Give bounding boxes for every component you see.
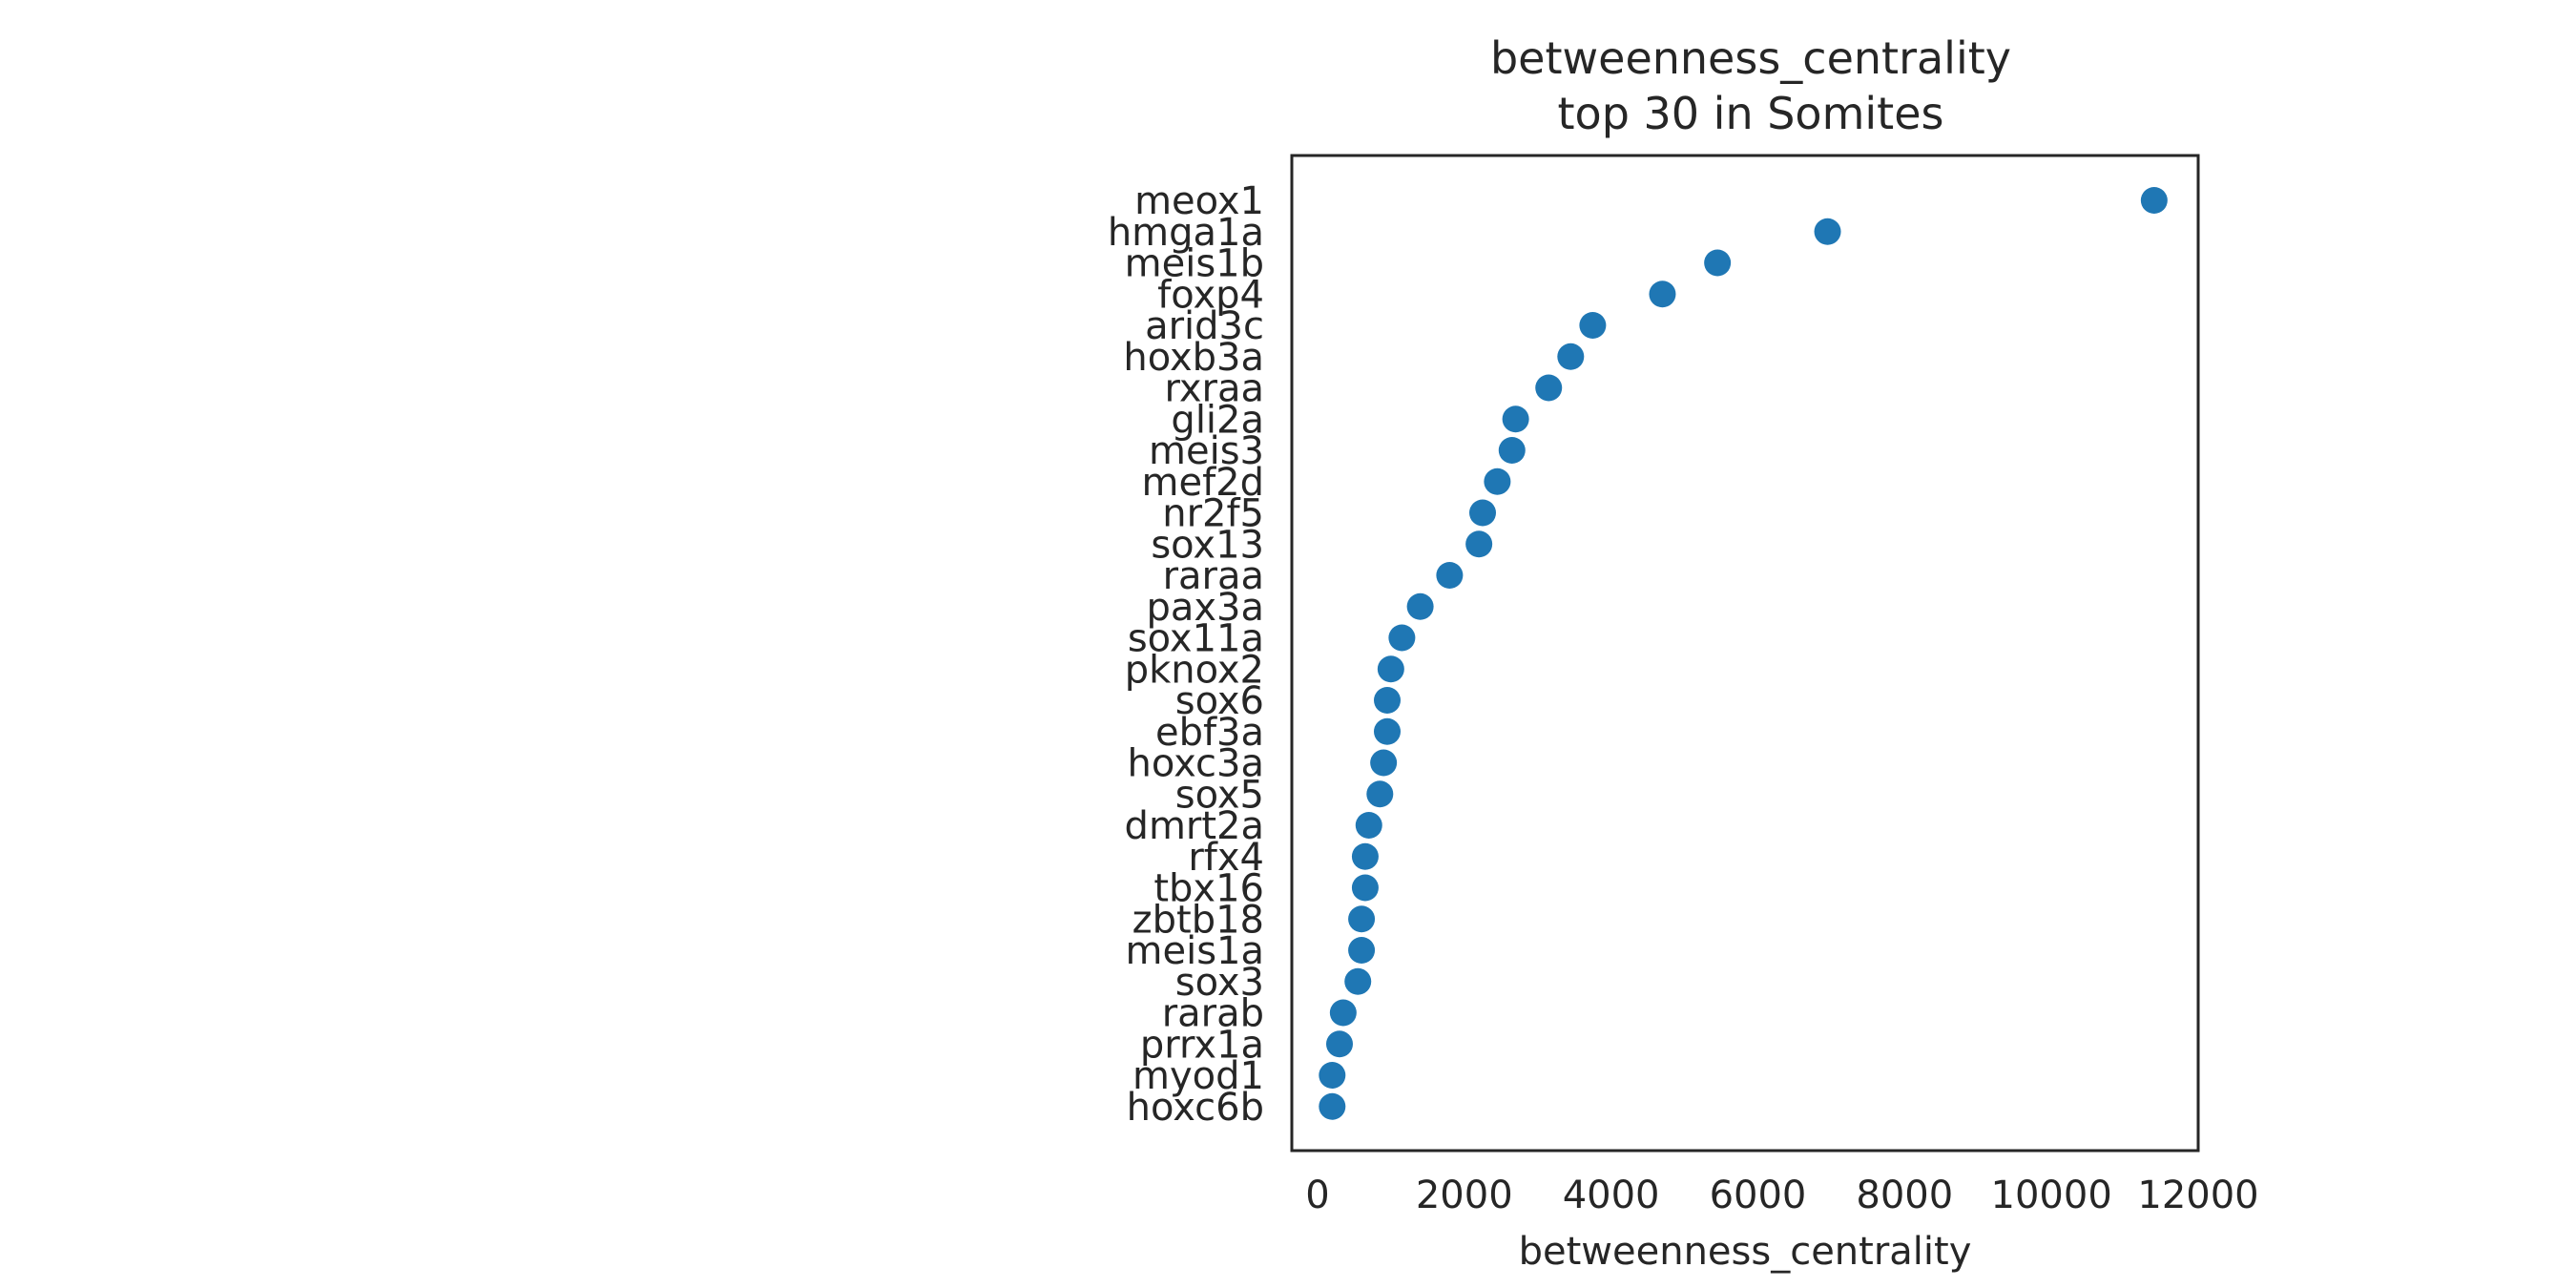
y-tick-label: hmga1a bbox=[1108, 211, 1264, 255]
y-tick-label: hoxc6b bbox=[1127, 1086, 1264, 1130]
y-tick-label: rxraa bbox=[1164, 367, 1264, 411]
data-point bbox=[1348, 937, 1376, 964]
data-point bbox=[1704, 249, 1732, 277]
data-point bbox=[1814, 218, 1841, 245]
plot-frame bbox=[1290, 154, 2200, 1153]
y-tick-label: rfx4 bbox=[1188, 836, 1264, 880]
x-tick-label: 0 bbox=[1305, 1174, 1329, 1217]
y-tick-label: hoxc3a bbox=[1127, 742, 1264, 786]
y-axis-tick-labels: meox1hmga1ameis1bfoxp4arid3choxb3arxraag… bbox=[1108, 179, 1264, 1130]
chart-title-line2: top 30 in Somites bbox=[1558, 88, 1944, 139]
y-tick-label: meis1b bbox=[1125, 242, 1264, 286]
data-point bbox=[1366, 780, 1394, 808]
data-point bbox=[1388, 624, 1416, 652]
y-tick-label: ebf3a bbox=[1155, 711, 1264, 755]
data-point bbox=[1370, 749, 1398, 777]
y-tick-label: sox6 bbox=[1175, 679, 1264, 723]
x-tick-label: 8000 bbox=[1856, 1174, 1953, 1217]
data-point bbox=[1649, 280, 1676, 308]
y-tick-label: zbtb18 bbox=[1132, 898, 1264, 942]
data-point bbox=[2140, 187, 2168, 214]
y-tick-label: gli2a bbox=[1171, 398, 1264, 442]
data-point bbox=[1557, 343, 1585, 370]
data-point bbox=[1436, 562, 1464, 589]
y-tick-label: raraa bbox=[1163, 554, 1264, 598]
data-point bbox=[1469, 499, 1496, 527]
y-tick-label: dmrt2a bbox=[1125, 804, 1264, 848]
y-tick-label: prrx1a bbox=[1140, 1023, 1264, 1067]
data-point bbox=[1319, 1092, 1346, 1120]
data-point bbox=[1355, 812, 1382, 839]
y-tick-label: nr2f5 bbox=[1162, 492, 1264, 536]
data-point bbox=[1465, 530, 1493, 558]
data-point bbox=[1502, 405, 1529, 433]
y-tick-label: tbx16 bbox=[1153, 867, 1264, 911]
data-point bbox=[1348, 905, 1376, 933]
y-tick-label: pax3a bbox=[1146, 586, 1264, 630]
x-tick-label: 6000 bbox=[1710, 1174, 1807, 1217]
y-tick-label: hoxb3a bbox=[1123, 336, 1264, 380]
data-point bbox=[1374, 717, 1401, 745]
y-tick-label: sox5 bbox=[1175, 773, 1264, 817]
data-point bbox=[1351, 874, 1379, 902]
data-point bbox=[1374, 687, 1401, 714]
y-tick-label: sox3 bbox=[1175, 961, 1264, 1005]
data-point bbox=[1535, 374, 1563, 402]
y-tick-label: mef2d bbox=[1142, 461, 1265, 505]
x-axis-label: betweenness_centrality bbox=[1519, 1230, 1972, 1274]
x-tick-label: 10000 bbox=[1991, 1174, 2112, 1217]
data-point bbox=[1351, 842, 1379, 870]
x-tick-label: 4000 bbox=[1563, 1174, 1660, 1217]
data-point bbox=[1329, 999, 1357, 1027]
y-tick-label: meis1a bbox=[1126, 929, 1265, 973]
y-tick-label: sox11a bbox=[1128, 617, 1264, 661]
data-point bbox=[1498, 437, 1526, 464]
data-point bbox=[1326, 1030, 1353, 1058]
y-tick-label: foxp4 bbox=[1157, 273, 1264, 317]
x-axis-tick-labels: 0 2000 4000 6000 8000 10000 12000 bbox=[1305, 1174, 2258, 1217]
data-point bbox=[1344, 967, 1372, 995]
data-point bbox=[1406, 592, 1434, 620]
y-tick-label: arid3c bbox=[1145, 304, 1264, 348]
data-points bbox=[1319, 187, 2168, 1120]
chart-title-line1: betweenness_centrality bbox=[1490, 32, 2011, 84]
data-point bbox=[1377, 655, 1404, 683]
y-tick-label: meox1 bbox=[1134, 179, 1264, 223]
y-tick-label: rarab bbox=[1162, 992, 1264, 1036]
y-tick-label: myod1 bbox=[1132, 1054, 1264, 1098]
x-tick-label: 2000 bbox=[1416, 1174, 1513, 1217]
x-tick-label: 12000 bbox=[2137, 1174, 2258, 1217]
y-tick-label: pknox2 bbox=[1125, 648, 1264, 692]
y-tick-label: meis3 bbox=[1149, 429, 1264, 473]
data-point bbox=[1579, 312, 1607, 339]
y-tick-label: sox13 bbox=[1151, 523, 1264, 567]
data-point bbox=[1319, 1062, 1346, 1089]
data-point bbox=[1484, 467, 1511, 495]
